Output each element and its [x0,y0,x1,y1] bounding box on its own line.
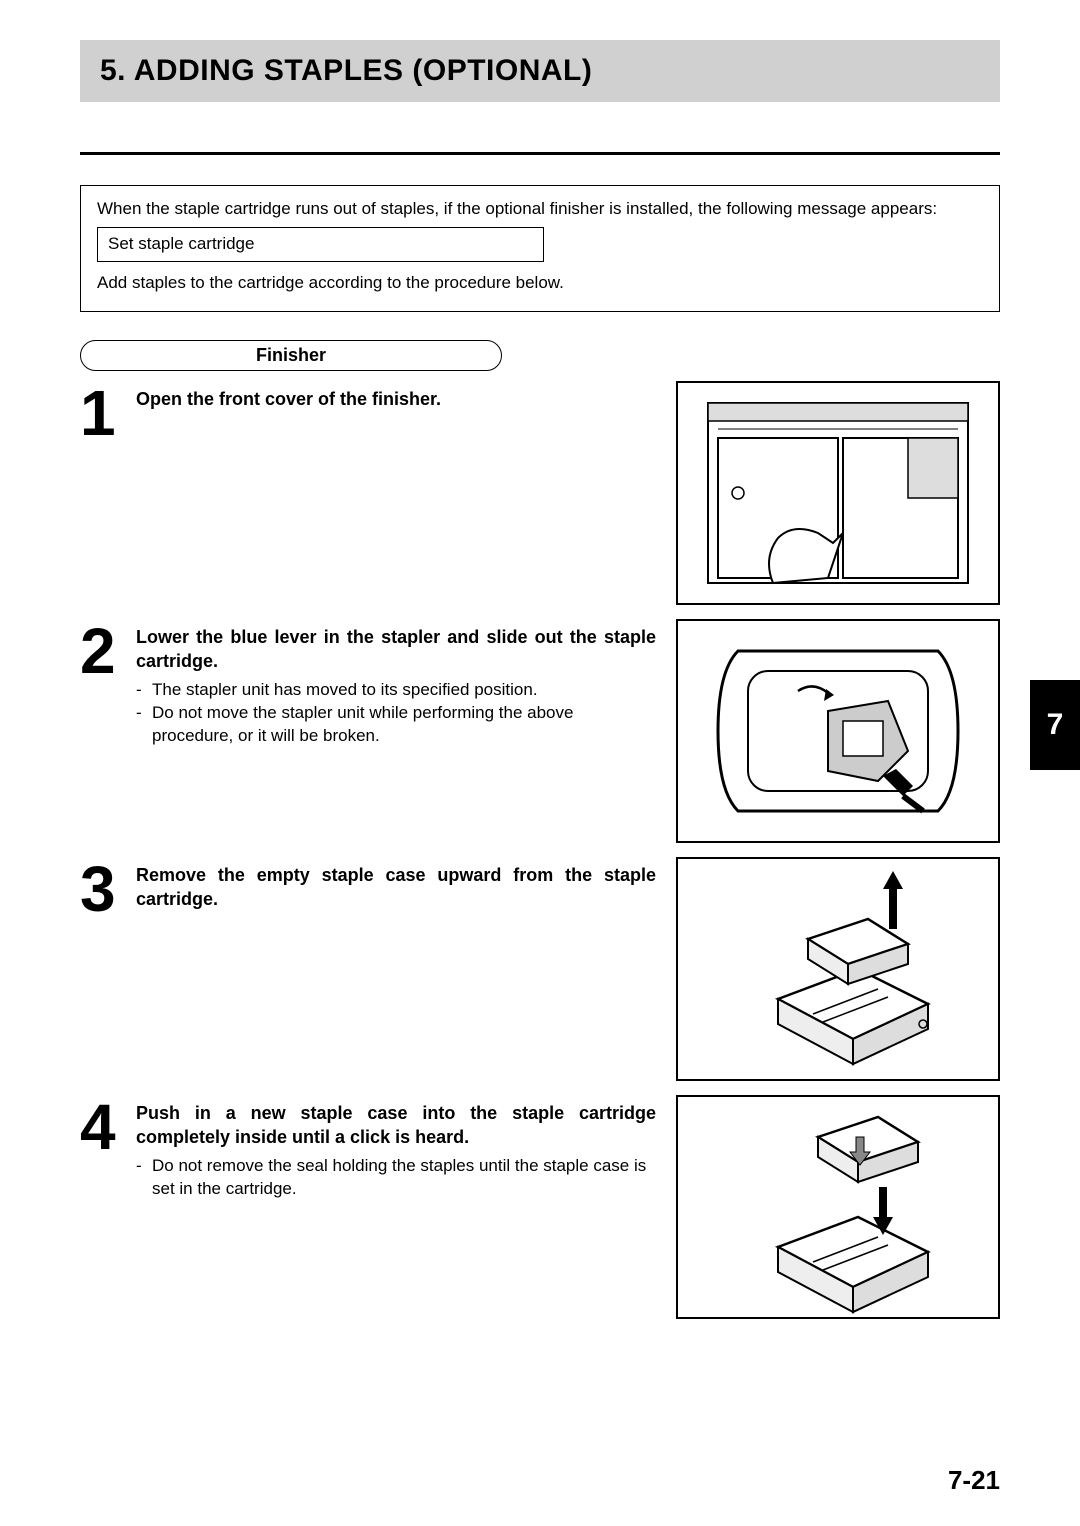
step-row: 3 Remove the empty staple case upward fr… [80,857,1000,1087]
step-note: -Do not move the stapler unit while perf… [136,702,656,748]
page-number: 7-21 [948,1465,1000,1496]
remove-case-illustration [678,859,998,1079]
finisher-cover-illustration [678,383,998,603]
step-title: Push in a new staple case into the stapl… [136,1101,656,1150]
step-row: 1 Open the front cover of the finisher. [80,381,1000,611]
chapter-tab: 7 [1030,680,1080,770]
insert-case-illustration [678,1097,998,1317]
step-body: Push in a new staple case into the stapl… [136,1095,676,1201]
section-title-bar: 5. ADDING STAPLES (OPTIONAL) [80,40,1000,102]
step-body: Lower the blue lever in the stapler and … [136,619,676,748]
step-notes: -The stapler unit has moved to its speci… [136,679,656,748]
step-notes: -Do not remove the seal holding the stap… [136,1155,656,1201]
display-message-box: Set staple cartridge [97,227,544,262]
step-figure [676,1095,1000,1319]
info-box: When the staple cartridge runs out of st… [80,185,1000,312]
step-note: -Do not remove the seal holding the stap… [136,1155,656,1201]
step-figure [676,619,1000,843]
step-title: Lower the blue lever in the stapler and … [136,625,656,674]
section-title: 5. ADDING STAPLES (OPTIONAL) [100,54,980,88]
step-figure [676,857,1000,1081]
subsection-label: Finisher [80,340,502,371]
step-body: Remove the empty staple case upward from… [136,857,676,912]
step-number: 4 [80,1095,136,1157]
divider [80,152,1000,155]
manual-page: 5. ADDING STAPLES (OPTIONAL) When the st… [0,0,1080,1526]
step-figure [676,381,1000,605]
stapler-lever-illustration [678,621,998,841]
step-number: 2 [80,619,136,681]
step-row: 4 Push in a new staple case into the sta… [80,1095,1000,1325]
info-follow-text: Add staples to the cartridge according t… [97,272,983,295]
step-note: -The stapler unit has moved to its speci… [136,679,656,702]
steps-container: 1 Open the front cover of the finisher. [80,381,1000,1325]
step-row: 2 Lower the blue lever in the stapler an… [80,619,1000,849]
step-body: Open the front cover of the finisher. [136,381,676,411]
step-title: Open the front cover of the finisher. [136,387,656,411]
step-title: Remove the empty staple case upward from… [136,863,656,912]
step-number: 1 [80,381,136,443]
step-number: 3 [80,857,136,919]
info-lead-text: When the staple cartridge runs out of st… [97,198,983,221]
